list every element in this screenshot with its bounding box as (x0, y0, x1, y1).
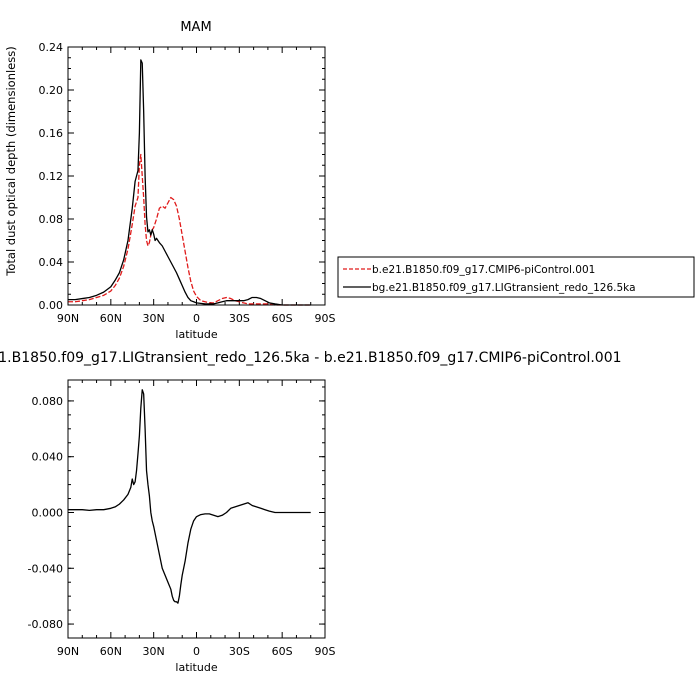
y-tick-label: -0.040 (28, 562, 63, 575)
chart-title: bg.e21.B1850.f09_g17.LIGtransient_redo_1… (0, 350, 622, 366)
series-lines (68, 59, 311, 306)
x-tick-label: 60S (272, 312, 293, 325)
series-line-0 (68, 153, 311, 306)
y-tick-label: 0.24 (39, 41, 64, 54)
legend: b.e21.B1850.f09_g17.CMIP6-piControl.001 … (337, 256, 695, 298)
x-tick-label: 60N (100, 645, 122, 658)
y-tick-label: 0.08 (39, 213, 64, 226)
chart-panel-bottom: bg.e21.B1850.f09_g17.LIGtransient_redo_1… (0, 350, 622, 674)
x-tick-label: 90S (315, 645, 336, 658)
x-axis-label: latitude (175, 328, 217, 341)
plot-frame (67, 46, 326, 306)
axis-ticks: 90N 60N 30N 0 30S 60S 90S 0.00 0.04 0.08 0.12 0.16 0… (39, 41, 336, 325)
x-tick-label: 60S (272, 645, 293, 658)
chart-title: MAM (180, 20, 211, 35)
x-tick-label: 90N (57, 645, 79, 658)
y-axis-label: Total dust optical depth (dimensionless) (4, 46, 18, 276)
x-tick-label: 30N (143, 312, 165, 325)
x-tick-label: 90S (315, 312, 336, 325)
legend-entry-1: bg.e21.B1850.f09_g17.LIGtransient_redo_1… (372, 282, 636, 294)
y-tick-label: 0.040 (32, 451, 64, 464)
chart-panel-top: MAM latitude Total dust optical depth (d… (4, 20, 336, 341)
x-tick-label: 60N (100, 312, 122, 325)
y-tick-label: 0.000 (32, 506, 64, 519)
legend-entry-0: b.e21.B1850.f09_g17.CMIP6-piControl.001 (372, 264, 595, 276)
x-tick-label: 30S (229, 645, 250, 658)
legend-box (337, 256, 695, 298)
x-tick-label: 90N (57, 312, 79, 325)
plot-frame (67, 379, 326, 639)
x-tick-label: 0 (193, 645, 200, 658)
axis-ticks: 90N 60N 30N 0 30S 60S 90S 0.080 0.040 0.000 -0.040… (28, 380, 336, 658)
y-tick-label: 0.16 (39, 127, 64, 140)
y-tick-label: 0.12 (39, 170, 64, 183)
x-tick-label: 30N (143, 645, 165, 658)
series-lines (68, 389, 311, 604)
x-tick-label: 0 (193, 312, 200, 325)
series-line-1 (68, 59, 311, 306)
x-axis-label: latitude (175, 661, 217, 674)
series-line-0 (68, 389, 311, 604)
y-tick-label: -0.080 (28, 618, 63, 631)
x-tick-label: 30S (229, 312, 250, 325)
y-tick-label: 0.00 (39, 299, 64, 312)
y-tick-label: 0.04 (39, 256, 64, 269)
y-tick-label: 0.080 (32, 395, 64, 408)
y-tick-label: 0.20 (39, 84, 64, 97)
